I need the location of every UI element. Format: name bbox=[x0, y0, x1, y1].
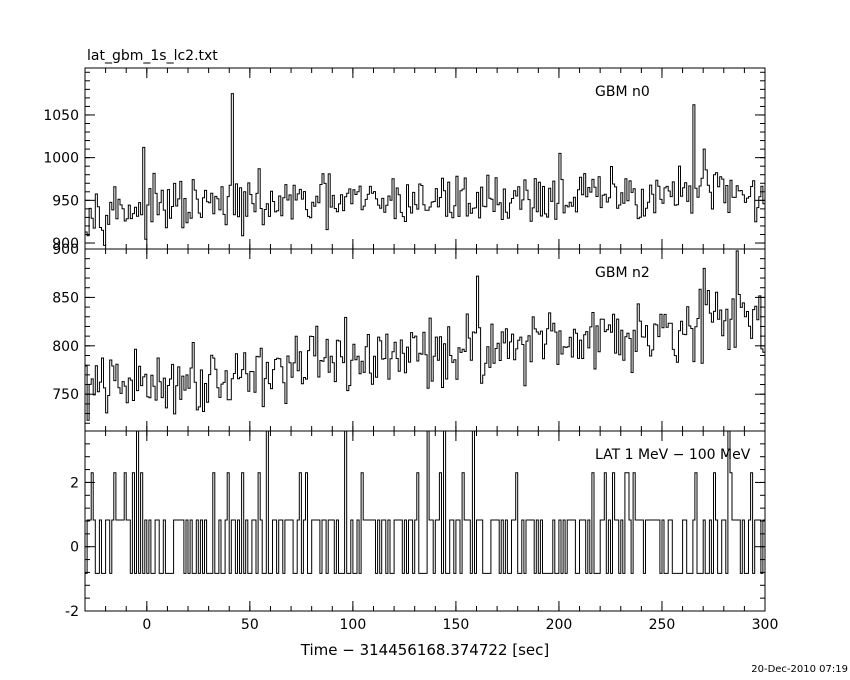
y-tick-label: 2 bbox=[70, 475, 79, 491]
y-tick-label: 850 bbox=[52, 290, 79, 306]
panel-frame bbox=[84, 67, 766, 250]
series-line bbox=[85, 431, 765, 574]
series-line bbox=[85, 250, 765, 421]
y-tick-label: 0 bbox=[70, 540, 79, 556]
panel-label: GBM n0 bbox=[595, 84, 650, 100]
x-axis-label: Time − 314456168.374722 [sec] bbox=[300, 641, 550, 659]
x-tick-label: 300 bbox=[752, 617, 779, 633]
panel-label: LAT 1 MeV − 100 MeV bbox=[595, 447, 751, 463]
panel-3: -2 0 2 0 50 100 150 200 250 300 LAT 1 MeV − 100 Me… bbox=[65, 430, 779, 633]
y-tick-label: 900 bbox=[52, 242, 79, 258]
panel-1: 900 950 1000 1050 GBM n0 bbox=[43, 67, 766, 252]
panel-2: 750 800 850 900 GBM n2 bbox=[52, 242, 766, 432]
x-tick-label: 150 bbox=[443, 617, 470, 633]
timestamp: 20-Dec-2010 07:19 bbox=[751, 664, 848, 675]
x-tick-label: 50 bbox=[241, 617, 259, 633]
panel-label: GBM n2 bbox=[595, 265, 650, 281]
y-tick-label: 800 bbox=[52, 339, 79, 355]
y-tick-label: 1050 bbox=[43, 108, 79, 124]
y-tick-label: 900 bbox=[52, 236, 79, 252]
y-tick-label: 750 bbox=[52, 387, 79, 403]
x-tick-label: 200 bbox=[546, 617, 573, 633]
y-tick-label: -2 bbox=[65, 604, 79, 620]
file-title: lat_gbm_1s_lc2.txt bbox=[87, 48, 218, 64]
x-tick-label: 250 bbox=[649, 617, 676, 633]
series-line bbox=[85, 93, 765, 246]
x-tick-label: 0 bbox=[142, 617, 151, 633]
y-tick-label: 1000 bbox=[43, 151, 79, 167]
y-tick-label: 950 bbox=[52, 193, 79, 209]
x-tick-label: 100 bbox=[340, 617, 367, 633]
